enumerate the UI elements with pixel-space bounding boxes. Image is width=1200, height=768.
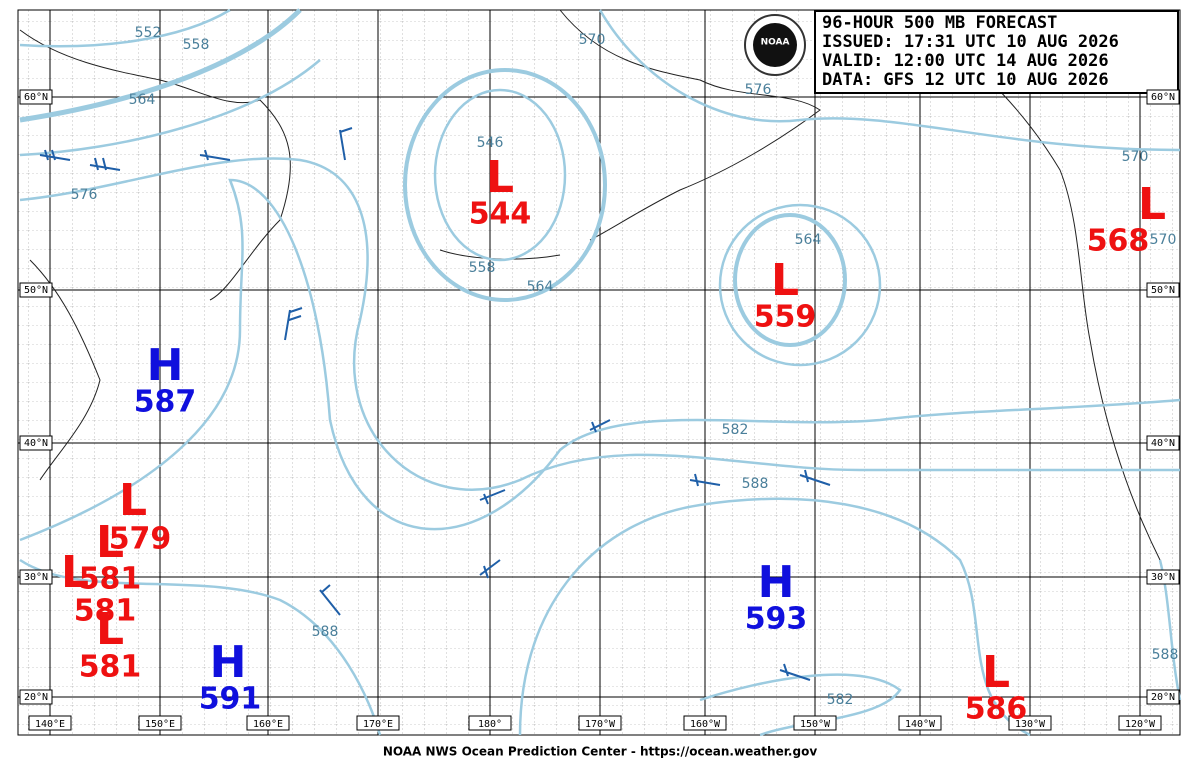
lon-label: 140°W (905, 719, 936, 730)
center-letter: H (210, 637, 247, 688)
lat-label-box (1146, 89, 1180, 105)
contour-label: 588 (312, 624, 339, 640)
contour-label: 576 (71, 187, 98, 203)
lon-label: 150°W (800, 719, 831, 730)
contour-label: 558 (469, 260, 496, 276)
center-letter: L (96, 604, 124, 655)
lon-label: 150°E (145, 719, 175, 730)
contour-label: 570 (1122, 149, 1149, 165)
lon-label-box (898, 715, 942, 731)
center-value: 581 (74, 594, 137, 629)
lat-label-box (19, 689, 53, 705)
center-value: 581 (79, 650, 142, 685)
header-line: 96-HOUR 500 MB FORECAST (822, 13, 1057, 33)
lon-label: 170°W (585, 719, 616, 730)
center-letter: H (758, 557, 795, 608)
lat-label-box (19, 569, 53, 585)
contour-label: 558 (183, 37, 210, 53)
center-letter: L (96, 517, 124, 568)
lon-label: 140°E (35, 719, 65, 730)
lat-label: 60°N (1151, 92, 1175, 103)
center-value: 559 (754, 300, 817, 335)
header-box (814, 10, 1179, 94)
contour-label: 570 (579, 32, 606, 48)
header-line: ISSUED: 17:31 UTC 10 AUG 2026 (822, 32, 1119, 52)
lat-label: 60°N (24, 92, 48, 103)
contour-label: 582 (827, 692, 854, 708)
contour-label: 576 (745, 82, 772, 98)
contour-label: 552 (135, 25, 162, 41)
lon-label-box (468, 715, 512, 731)
center-value: 568 (1087, 224, 1150, 259)
center-letter: L (61, 547, 89, 598)
lon-label-box (793, 715, 837, 731)
center-letter: L (1138, 179, 1166, 230)
lat-label-box (19, 435, 53, 451)
header-line: VALID: 12:00 UTC 14 AUG 2026 (822, 51, 1109, 71)
center-letter: H (147, 340, 184, 391)
map-frame (17, 9, 1181, 736)
center-value: 544 (469, 197, 532, 232)
lat-label: 50°N (24, 285, 48, 296)
lat-label: 40°N (24, 438, 48, 449)
lon-label-box (578, 715, 622, 731)
lon-label: 160°W (690, 719, 721, 730)
center-value: 579 (109, 522, 172, 557)
lon-label-box (356, 715, 400, 731)
noaa-logo: NOAA (744, 14, 806, 76)
lat-label: 20°N (24, 692, 48, 703)
lat-label: 30°N (1151, 572, 1175, 583)
lon-label-box (1008, 715, 1052, 731)
header-line: DATA: GFS 12 UTC 10 AUG 2026 (822, 70, 1109, 90)
contour-label: 582 (722, 422, 749, 438)
lon-label-box (28, 715, 72, 731)
labels: 140°E 150°E 160°E 170°E 180° 170°W 160°W 150°W 1… (19, 25, 1180, 731)
lat-label-box (1146, 689, 1180, 705)
contour-label: 570 (1150, 232, 1177, 248)
lat-label: 50°N (1151, 285, 1175, 296)
lon-label-box (138, 715, 182, 731)
center-letter: L (486, 152, 514, 203)
lat-label-box (1146, 282, 1180, 298)
lat-label: 20°N (1151, 692, 1175, 703)
footer: NOAA NWS Ocean Prediction Center - https… (383, 745, 817, 759)
lon-label-box (1118, 715, 1162, 731)
contour-label: 564 (129, 92, 156, 108)
contour-label: 564 (527, 279, 554, 295)
lon-label: 160°E (253, 719, 283, 730)
center-value: 586 (965, 692, 1028, 727)
center-letter: L (982, 647, 1010, 698)
contour-label: 588 (1152, 647, 1179, 663)
contour-label: 564 (795, 232, 822, 248)
center-value: 587 (134, 385, 197, 420)
wind-barbs (39, 127, 831, 681)
center-value: 581 (79, 562, 142, 597)
lat-label-box (1146, 435, 1180, 451)
lon-label-box (683, 715, 727, 731)
lat-label-box (1146, 569, 1180, 585)
lat-label-box (19, 282, 53, 298)
lon-label: 180° (478, 719, 502, 730)
lat-label: 40°N (1151, 438, 1175, 449)
center-letter: L (771, 255, 799, 306)
lat-label-box (19, 89, 53, 105)
svg-text:NOAA: NOAA (761, 38, 790, 48)
center-value: 593 (745, 602, 808, 637)
lon-label: 120°W (1125, 719, 1156, 730)
lon-label: 130°W (1015, 719, 1046, 730)
contour-label: 546 (477, 135, 504, 151)
lat-label: 30°N (24, 572, 48, 583)
lon-label: 170°E (363, 719, 393, 730)
lon-label-box (246, 715, 290, 731)
height-contours (19, 8, 1182, 737)
contour-label: 588 (742, 476, 769, 492)
center-value: 591 (199, 682, 262, 717)
center-letter: L (119, 475, 147, 526)
